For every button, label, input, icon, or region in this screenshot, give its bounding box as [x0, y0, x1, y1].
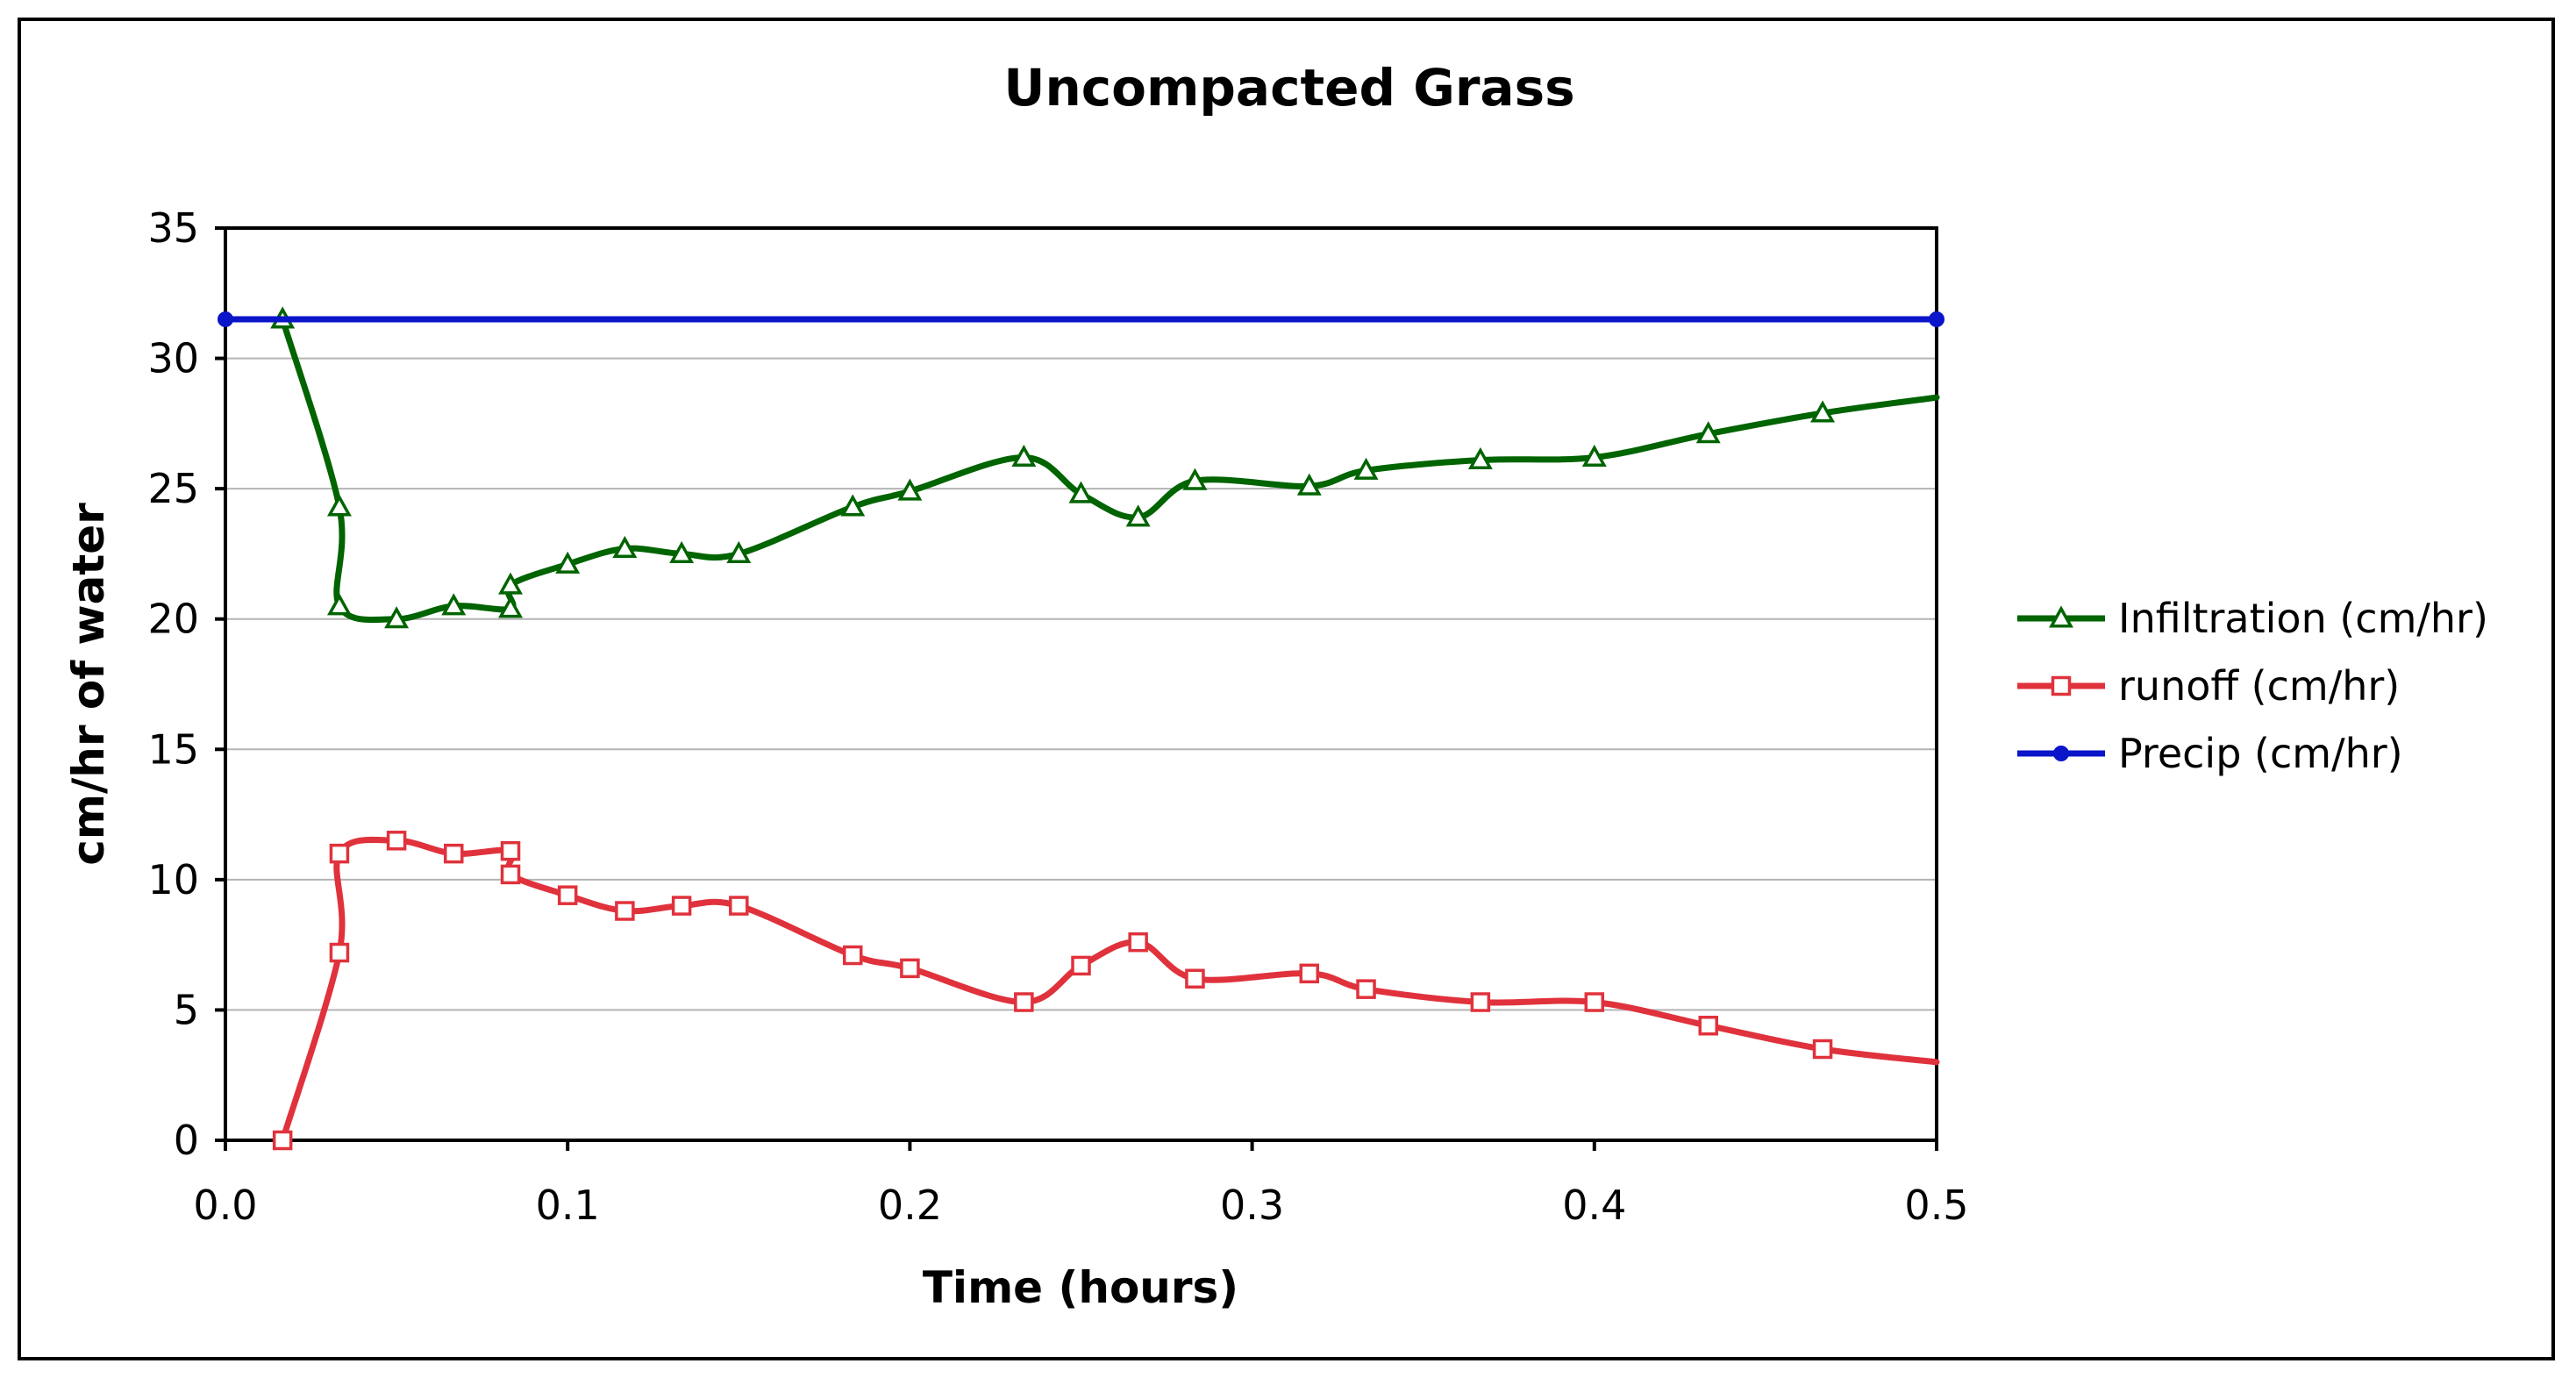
y-tick-label: 0 — [174, 1117, 199, 1164]
data-point-infiltration — [498, 596, 524, 618]
legend-marker — [2053, 746, 2069, 761]
legend-marker — [2051, 675, 2072, 696]
data-point-infiltration — [326, 593, 352, 616]
data-point-infiltration — [555, 551, 581, 574]
data-point-runoff — [615, 901, 635, 921]
legend-item-runoff: runoff (cm/hr) — [2017, 662, 2400, 710]
data-point-runoff — [1299, 963, 1320, 984]
grid-lines — [225, 357, 1937, 1011]
data-point-runoff — [1584, 992, 1605, 1012]
data-point-infiltration — [897, 478, 923, 501]
data-point-infiltration — [1011, 444, 1037, 468]
data-point-runoff — [1071, 955, 1091, 976]
data-point-precip — [1929, 311, 1944, 327]
series-layer — [218, 306, 1944, 1151]
data-point-runoff — [386, 831, 407, 851]
data-point-runoff — [500, 840, 521, 861]
y-tick-label: 35 — [147, 204, 199, 252]
data-point-infiltration — [441, 593, 467, 616]
data-point-runoff — [671, 896, 692, 916]
data-point-runoff — [1812, 1039, 1833, 1060]
data-point-infiltration — [1125, 504, 1151, 527]
data-point-runoff — [1356, 979, 1376, 999]
legend-item-infiltration: Infiltration (cm/hr) — [2017, 595, 2488, 642]
data-point-infiltration — [840, 494, 866, 517]
data-point-infiltration — [1353, 457, 1379, 480]
data-point-infiltration — [1467, 446, 1493, 470]
legend-item-precip: Precip (cm/hr) — [2017, 730, 2403, 777]
x-axis-title: Time (hours) — [923, 1262, 1238, 1313]
chart-title: Uncompacted Grass — [1003, 58, 1574, 118]
data-point-runoff — [1698, 1016, 1718, 1036]
data-point-precip — [218, 311, 233, 327]
data-point-infiltration — [1695, 421, 1721, 444]
series-precip — [218, 311, 1944, 327]
data-point-infiltration — [1068, 481, 1094, 503]
x-tick-label: 0.5 — [1904, 1182, 1968, 1229]
plot-area — [224, 226, 1938, 1142]
data-point-runoff — [557, 885, 578, 905]
legend-label: runoff (cm/hr) — [2118, 662, 2400, 710]
legend-marker — [2049, 605, 2073, 628]
series-runoff — [272, 831, 1940, 1151]
data-point-runoff — [500, 864, 521, 885]
legend-label: Precip (cm/hr) — [2118, 730, 2403, 777]
y-tick-label: 15 — [147, 725, 199, 773]
data-point-runoff — [900, 958, 920, 979]
y-axis-title: cm/hr of water — [63, 503, 114, 866]
series-line-runoff — [279, 836, 1940, 1144]
data-point-infiltration — [1810, 400, 1836, 423]
y-tick-label: 10 — [147, 856, 199, 903]
data-point-infiltration — [1296, 473, 1322, 496]
data-point-runoff — [1470, 992, 1491, 1012]
x-tick-label: 0.2 — [878, 1182, 942, 1229]
legend: Infiltration (cm/hr) runoff (cm/hr) Precip… — [2017, 595, 2488, 777]
x-tick-label: 0.1 — [536, 1182, 600, 1229]
data-point-infiltration — [1182, 468, 1208, 490]
data-point-infiltration — [326, 494, 352, 517]
series-infiltration — [270, 306, 1940, 629]
data-point-infiltration — [1581, 444, 1607, 468]
y-tick-label: 5 — [174, 986, 199, 1033]
data-point-runoff — [1014, 992, 1034, 1012]
y-tick-label: 25 — [147, 465, 199, 512]
x-axis-ticks: 0.0 0.1 0.2 0.3 0.4 0.5 — [193, 1140, 1969, 1229]
data-point-runoff — [842, 945, 863, 966]
series-line-infiltration — [279, 316, 1940, 624]
y-axis-ticks: 0 5 10 15 20 25 30 35 — [147, 204, 225, 1164]
x-tick-label: 0.0 — [193, 1182, 257, 1229]
chart-frame — [18, 18, 2555, 1360]
legend-label: Infiltration (cm/hr) — [2118, 595, 2488, 642]
x-tick-label: 0.3 — [1220, 1182, 1284, 1229]
data-point-runoff — [729, 896, 749, 916]
y-tick-label: 20 — [147, 596, 199, 643]
data-point-infiltration — [612, 535, 638, 559]
data-point-infiltration — [726, 540, 752, 563]
data-point-runoff — [272, 1130, 293, 1151]
data-point-infiltration — [498, 572, 524, 595]
data-point-runoff — [444, 843, 464, 864]
data-point-runoff — [329, 942, 350, 963]
data-point-infiltration — [669, 540, 695, 563]
data-point-infiltration — [384, 606, 410, 629]
x-tick-label: 0.4 — [1562, 1182, 1626, 1229]
data-point-runoff — [329, 843, 350, 864]
y-tick-label: 30 — [147, 335, 199, 382]
data-point-runoff — [1185, 968, 1205, 989]
data-point-runoff — [1128, 932, 1148, 953]
